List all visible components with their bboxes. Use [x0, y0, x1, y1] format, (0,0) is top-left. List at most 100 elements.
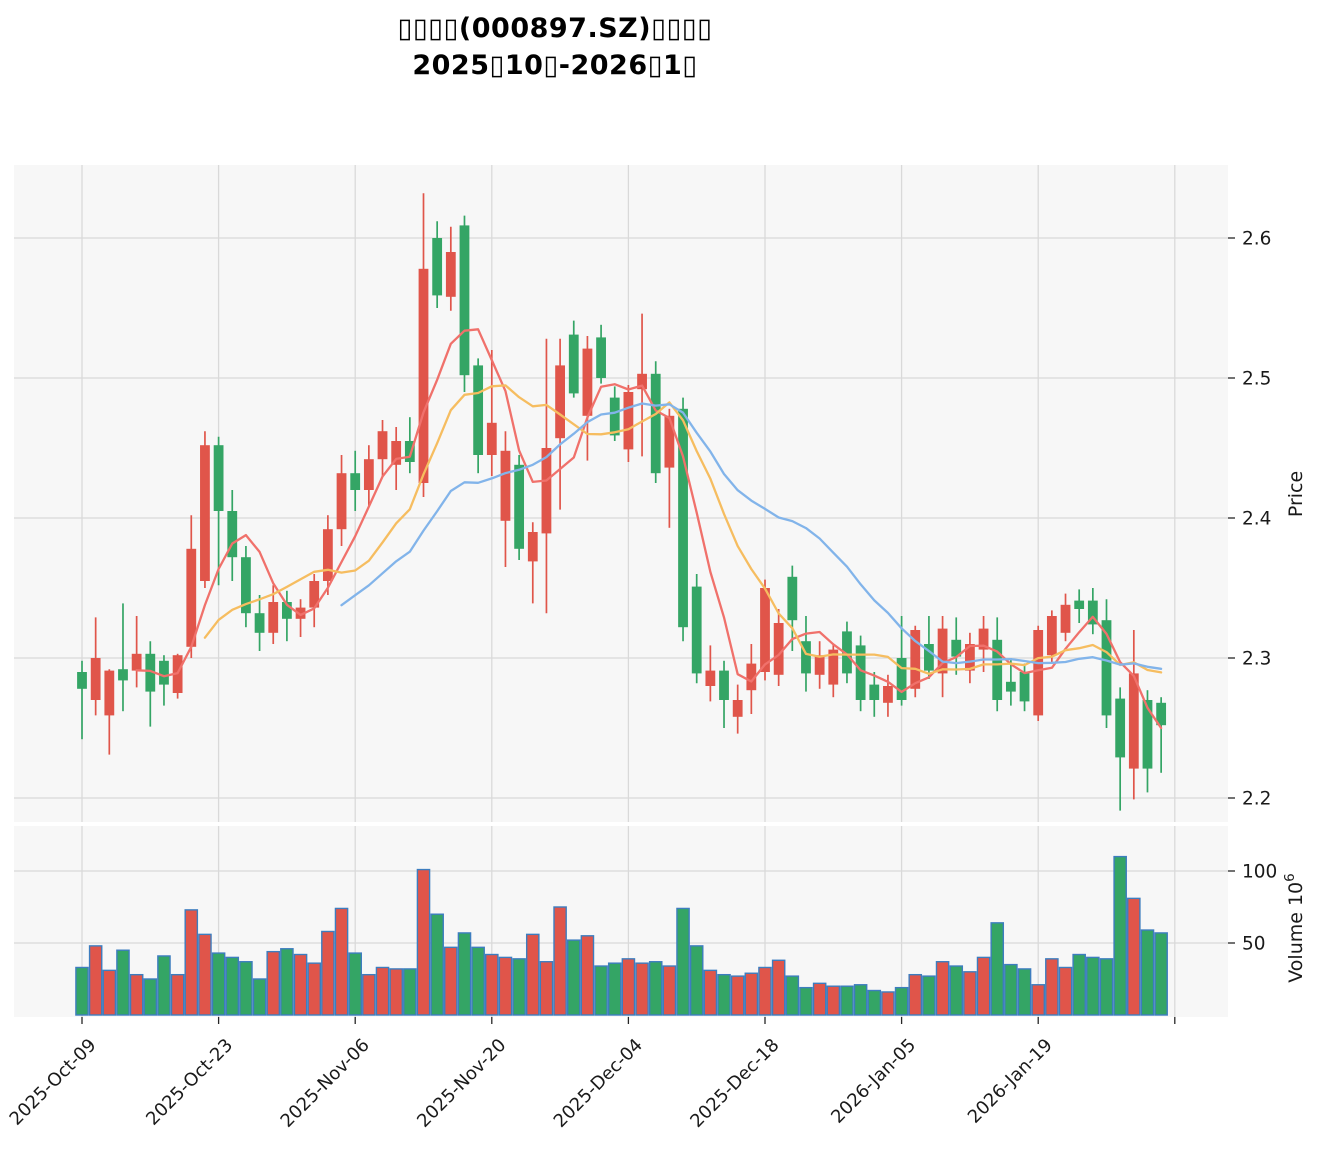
- candle-body-up: [582, 348, 593, 416]
- volume-bar-down: [457, 932, 472, 1016]
- candle-body-up: [664, 415, 675, 468]
- candle-body-up: [746, 663, 757, 691]
- price-tick-label: 2.6: [1242, 229, 1271, 250]
- volume-bar-up: [525, 933, 540, 1016]
- volume-bar-up: [730, 975, 745, 1016]
- volume-bar-up: [334, 907, 349, 1016]
- candle-body-up: [978, 628, 989, 650]
- volume-bar-down: [471, 946, 485, 1016]
- volume-bar-down: [799, 986, 813, 1016]
- volume-bar-down: [853, 984, 868, 1016]
- candle-body-down: [691, 586, 702, 674]
- candle-body-up: [418, 268, 429, 483]
- candle-body-up: [90, 658, 101, 700]
- candle-body-down: [1074, 600, 1085, 609]
- candle-body-up: [760, 588, 770, 672]
- date-tick-label: 2026-Jan-05: [827, 1035, 920, 1128]
- candle-body-down: [869, 684, 880, 700]
- candle-body-down: [227, 511, 238, 558]
- volume-bar-down: [922, 975, 936, 1016]
- volume-tick-label: 100: [1242, 862, 1277, 883]
- price-axis-label: Price: [1285, 471, 1307, 517]
- volume-bar-down: [676, 907, 690, 1016]
- volume-bar-up: [293, 953, 308, 1016]
- volume-bar-down: [607, 962, 622, 1016]
- volume-bar-up: [362, 973, 376, 1016]
- volume-bar-up: [935, 961, 950, 1016]
- candle-body-down: [1156, 702, 1167, 726]
- candle-body-down: [514, 464, 525, 549]
- volume-bar-down: [143, 978, 158, 1016]
- candle-body-up: [104, 670, 115, 716]
- candle-body-down: [432, 238, 443, 296]
- candle-body-down: [678, 408, 688, 628]
- candle-body-up: [828, 649, 839, 685]
- volume-bar-down: [840, 985, 854, 1016]
- candle-body-up: [500, 450, 511, 521]
- candle-body-up: [637, 373, 647, 390]
- date-tick-label: 2025-Dec-04: [550, 1035, 647, 1132]
- volume-bar-up: [184, 909, 199, 1016]
- volume-bar-up: [88, 945, 103, 1016]
- volume-bar-up: [444, 946, 458, 1016]
- candle-body-up: [1060, 604, 1071, 633]
- candle-body-up: [363, 459, 374, 490]
- tick-marks: [81, 237, 1235, 1024]
- volume-bar-down: [430, 913, 444, 1016]
- candle-body-down: [145, 653, 156, 692]
- volume-bar-up: [321, 930, 335, 1016]
- volume-bar-down: [239, 961, 253, 1016]
- volume-bar-down: [1017, 968, 1032, 1016]
- candle-body-up: [486, 422, 497, 455]
- volume-bar-down: [1154, 932, 1168, 1016]
- candle-body-down: [1087, 600, 1098, 625]
- candle-body-down: [1115, 698, 1126, 758]
- volume-bar-up: [389, 968, 403, 1016]
- candle-body-up: [377, 431, 388, 460]
- price-tick-label: 2.2: [1242, 789, 1271, 810]
- volume-bar-up: [485, 953, 499, 1016]
- gridlines: [14, 165, 1228, 1017]
- candle-body-down: [896, 658, 907, 700]
- volume-bar-up: [976, 956, 991, 1016]
- candle-body-down: [241, 557, 251, 614]
- candle-body-up: [336, 473, 347, 530]
- candle-body-down: [842, 631, 852, 674]
- volume-bar-down: [403, 968, 417, 1016]
- candle-body-up: [555, 365, 565, 439]
- volume-bar-up: [266, 950, 281, 1016]
- volume-bar-up: [498, 956, 513, 1016]
- date-tick-label: 2025-Oct-23: [142, 1035, 237, 1130]
- candle-body-down: [596, 337, 606, 378]
- candle-body-up: [1033, 630, 1044, 716]
- volume-bar-down: [594, 965, 608, 1016]
- volume-bar-up: [635, 962, 649, 1016]
- volume-bar-down: [990, 922, 1005, 1016]
- candle-body-down: [254, 613, 265, 633]
- candle-body-up: [295, 607, 306, 619]
- candle-body-down: [992, 639, 1003, 700]
- volume-bar-up: [908, 973, 923, 1016]
- chart-title: ▯▯▯▯(000897.SZ)▯▯▯▯ 2025▯10▯-2026▯1▯: [0, 10, 1110, 84]
- volume-bar-down: [1086, 956, 1100, 1016]
- volume-bar-up: [758, 966, 772, 1016]
- candle-body-down: [118, 669, 128, 681]
- volume-bar-up: [1045, 958, 1059, 1016]
- candle-body-up: [965, 644, 975, 671]
- volume-bar-down: [157, 955, 171, 1016]
- volume-bar-down: [689, 945, 704, 1016]
- volume-bar-up: [198, 933, 212, 1016]
- price-tick-label: 2.3: [1242, 649, 1271, 670]
- candle-body-up: [391, 441, 402, 465]
- volume-bar-up: [1058, 966, 1073, 1016]
- volume-bar-up: [580, 935, 595, 1016]
- volume-bar-up: [170, 973, 185, 1016]
- volume-bar-down: [566, 939, 581, 1016]
- volume-bar-down: [280, 948, 294, 1016]
- volume-tick-label: 50: [1242, 934, 1266, 955]
- volume-bar-up: [553, 906, 567, 1016]
- candle-body-up: [814, 655, 825, 675]
- volume-bar-down: [75, 966, 89, 1016]
- candle-body-down: [350, 473, 361, 490]
